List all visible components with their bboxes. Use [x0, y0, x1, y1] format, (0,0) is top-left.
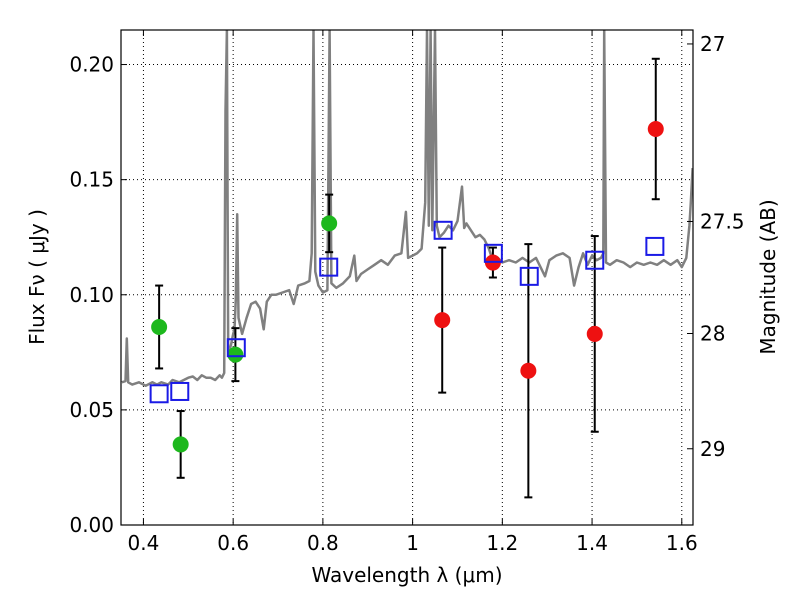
red-data-point	[586, 325, 603, 342]
model-square-marker	[585, 250, 605, 270]
model-square-marker	[319, 257, 339, 277]
model-square-marker	[149, 384, 169, 404]
y-tick-label: 0.00	[69, 513, 114, 537]
x-tick-label: 1.4	[576, 531, 608, 555]
green-data-point	[151, 319, 168, 335]
model-square-marker	[433, 220, 453, 240]
y-tick-label: 0.15	[69, 168, 114, 192]
red-data-point	[434, 312, 451, 329]
red-data-point	[520, 362, 537, 379]
marker-layer	[149, 57, 665, 499]
right-axis-label: Magnitude (AB)	[756, 199, 780, 354]
y-axis-label: Flux Fν ( μJy )	[25, 209, 49, 345]
x-tick-label: 0.4	[128, 531, 160, 555]
x-tick-label: 0.6	[217, 531, 249, 555]
x-tick-label: 1.2	[486, 531, 518, 555]
green-data-point	[172, 436, 189, 453]
mag-tick-label: 29	[700, 437, 725, 461]
green-data-point	[321, 215, 338, 232]
y-tick-label: 0.20	[69, 53, 114, 77]
model-square-marker	[483, 243, 503, 263]
grid	[121, 30, 693, 526]
y-tick-label: 0.05	[69, 398, 114, 422]
x-axis-label: Wavelength λ (μm)	[311, 563, 502, 587]
model-square-marker	[519, 266, 539, 286]
axes-ticks: 0.4 0.6 0.8 1 1.2 1.4 1.6 0.00 0.05 0.10 0.15 0.20 2…	[69, 30, 745, 555]
spectrum-layer	[121, 30, 693, 387]
x-tick-label: 1	[406, 531, 419, 555]
model-square-marker	[226, 338, 246, 358]
mag-tick-label: 27.5	[700, 209, 745, 233]
x-tick-label: 1.6	[666, 531, 698, 555]
green-data-point	[227, 346, 244, 363]
plot-frame	[120, 29, 694, 526]
y-tick-label: 0.10	[69, 283, 114, 307]
mag-tick-label: 27	[700, 32, 725, 56]
x-tick-label: 0.8	[307, 531, 339, 555]
spectrum-line	[121, 30, 693, 387]
model-square-marker	[170, 381, 190, 401]
mag-tick-label: 28	[700, 321, 725, 345]
model-square-marker	[645, 236, 665, 256]
red-data-point	[647, 121, 664, 137]
